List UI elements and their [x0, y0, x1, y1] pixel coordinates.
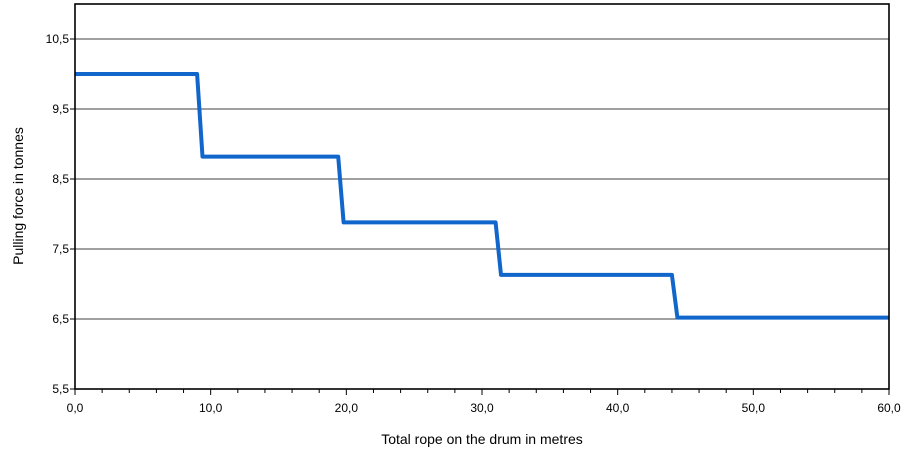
x-tick-label: 50,0 — [742, 401, 766, 415]
x-tick-label: 40,0 — [606, 401, 630, 415]
y-axis-title: Pulling force in tonnes — [10, 127, 26, 265]
y-tick-label: 9,5 — [52, 102, 69, 116]
y-tick-label: 10,5 — [46, 32, 70, 46]
y-tick-label: 8,5 — [52, 172, 69, 186]
x-tick-label: 10,0 — [199, 401, 223, 415]
series-layer — [75, 72, 889, 320]
x-tick-label: 0,0 — [67, 401, 84, 415]
y-tick-label: 5,5 — [52, 382, 69, 396]
series-line — [75, 72, 889, 320]
x-tick-label: 60,0 — [877, 401, 901, 415]
y-tick-label: 7,5 — [52, 242, 69, 256]
y-tick-label: 6,5 — [52, 312, 69, 326]
x-axis-title: Total rope on the drum in metres — [381, 431, 583, 447]
x-axis: 0,0 10,0 20,0 30,0 40,0 50,0 60,0 — [67, 389, 901, 415]
y-axis: 5,5 6,5 7,5 8,5 9,5 10,5 — [46, 32, 75, 396]
plot-area — [75, 4, 889, 389]
x-tick-label: 20,0 — [335, 401, 359, 415]
x-tick-label: 30,0 — [470, 401, 494, 415]
